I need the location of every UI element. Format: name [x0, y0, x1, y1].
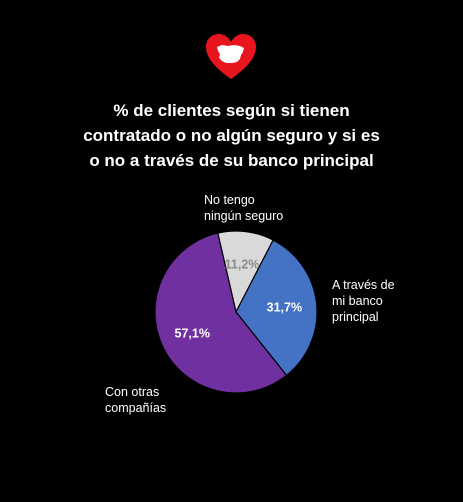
slice-label-main-bank: A través de mi banco principal — [332, 277, 395, 325]
slice-label-no-insurance: No tengo ningún seguro — [204, 192, 283, 224]
pie-slice-other-companies — [154, 232, 288, 394]
slice-label-no-insurance-line-1: No tengo — [204, 193, 255, 207]
pie-slices — [154, 230, 318, 394]
title-line-3: o no a través de su banco principal — [89, 151, 374, 170]
spain-map-silhouette — [217, 45, 244, 63]
slice-value-no-insurance: 11,2% — [225, 257, 260, 271]
pie-value-labels: 11,2% 31,7% 57,1% — [175, 257, 303, 340]
slice-label-other-companies-line-1: Con otras — [105, 385, 160, 399]
slice-value-other-companies: 57,1% — [175, 327, 210, 341]
title-line-1: % de clientes según si tienen — [113, 101, 350, 120]
slice-label-other-companies-line-2: compañías — [105, 401, 167, 415]
slice-label-main-bank-line-2: mi banco — [332, 294, 383, 308]
slice-label-main-bank-line-1: A través de — [332, 278, 395, 292]
title-line-2: contratado o no algún seguro y si es — [83, 126, 380, 145]
slice-label-other-companies: Con otras compañías — [105, 384, 166, 416]
heart-spain-map-logo-icon — [206, 34, 256, 79]
slice-label-no-insurance-line-2: ningún seguro — [204, 209, 284, 223]
chart-title: % de clientes según si tienen contratado… — [40, 98, 423, 173]
slice-label-main-bank-line-3: principal — [332, 310, 379, 324]
pie-slice-main-bank — [235, 239, 318, 377]
slice-value-main-bank: 31,7% — [267, 301, 302, 315]
